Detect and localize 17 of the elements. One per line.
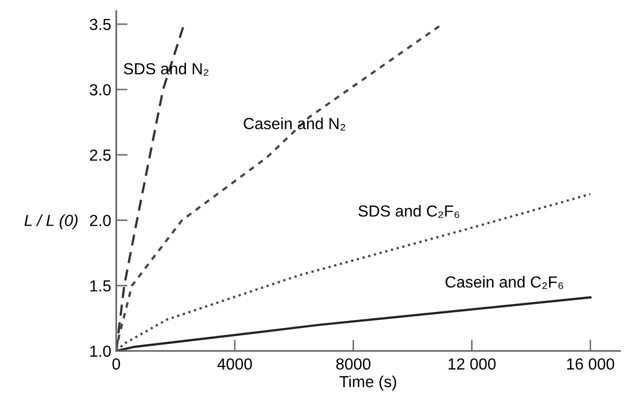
y-tick-label: 1.5	[90, 280, 111, 292]
y-tick-label: 3.5	[90, 18, 111, 30]
x-tick-label: 12 000	[448, 358, 496, 370]
series-label: Casein and C₂F₆	[446, 276, 564, 289]
y-axis-title: L / L (0)	[24, 214, 78, 230]
y-tick-label: 2.0	[90, 214, 111, 226]
x-tick-label: 8000	[336, 358, 370, 370]
series-label: SDS and C₂F₆	[358, 204, 460, 218]
x-tick-label: 4000	[217, 358, 252, 370]
x-tick-label: 0	[112, 358, 120, 370]
x-tick-label: 16 000	[567, 358, 614, 370]
line-series	[116, 296, 592, 351]
y-tick-label: 2.5	[90, 150, 111, 161]
y-tick-label: 3.0	[90, 84, 111, 96]
series-label: Casein and N₂	[244, 118, 346, 130]
y-tick-label: 1.0	[90, 346, 111, 357]
x-axis-title: Time (s)	[340, 376, 396, 390]
